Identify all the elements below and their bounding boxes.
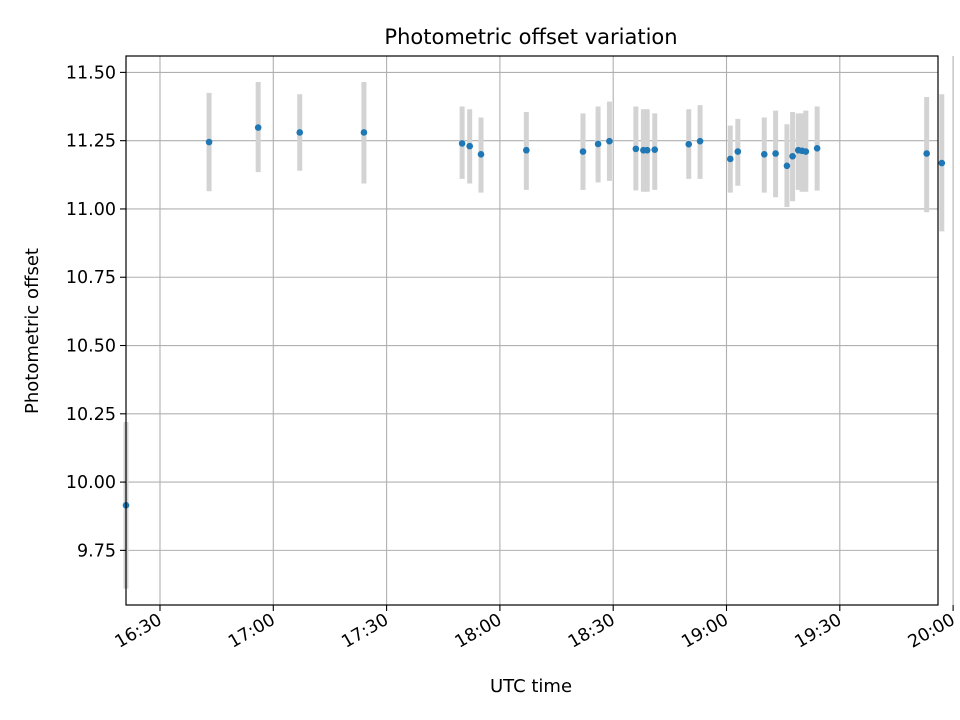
chart-title: Photometric offset variation [384, 25, 677, 49]
data-point [632, 145, 640, 153]
data-point [789, 152, 796, 160]
data-point [685, 140, 693, 148]
data-point [579, 148, 587, 155]
data-point [466, 142, 473, 150]
data-point [726, 155, 734, 163]
data-point [205, 138, 213, 146]
data-points [122, 124, 946, 509]
data-point [696, 137, 704, 145]
data-point [254, 124, 262, 131]
data-point [477, 151, 485, 158]
data-point [813, 145, 821, 152]
data-point [296, 129, 304, 136]
plot-frame [125, 55, 939, 606]
data-point [360, 129, 368, 136]
data-point [651, 146, 659, 153]
y-axis-label: Photometric offset [22, 248, 43, 414]
data-point [734, 148, 742, 155]
y-tick-label: 10.75 [66, 268, 116, 288]
y-tick-label: 11.00 [66, 200, 116, 220]
data-point [458, 140, 466, 147]
y-tick-label: 11.25 [66, 132, 116, 152]
y-tick-label: 10.50 [66, 337, 116, 357]
data-point [938, 159, 946, 167]
y-tick-label: 10.25 [66, 405, 116, 425]
y-tick-label: 10.00 [66, 473, 116, 493]
y-axis: 9.75 10.00 10.25 10.50 10.75 11.00 11.25 11.50 [66, 63, 126, 561]
data-point [783, 162, 791, 170]
data-point [606, 137, 613, 145]
data-point [760, 151, 768, 158]
data-point [772, 150, 779, 157]
grid [126, 56, 954, 605]
y-tick-label: 11.50 [66, 63, 116, 83]
data-point [923, 150, 930, 157]
data-point [594, 140, 602, 148]
data-point [643, 146, 651, 154]
data-point [523, 146, 530, 154]
y-tick-label: 9.75 [77, 541, 116, 561]
data-point [802, 148, 810, 155]
x-axis-label: UTC time [490, 676, 572, 697]
